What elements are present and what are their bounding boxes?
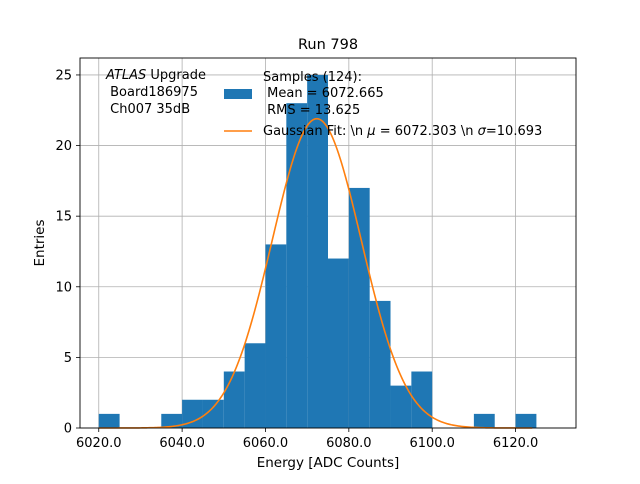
legend-samples-mean: Mean = 6072.665: [263, 86, 384, 101]
legend-fit-sigma-symbol: σ: [478, 124, 487, 139]
x-tick-label: 6120.0: [493, 436, 539, 451]
y-tick-label: 20: [55, 139, 72, 154]
atlas-annotation: ATLAS Upgrade Board186975 Ch007 35dB: [105, 68, 206, 117]
histogram-bar: [348, 187, 370, 428]
x-axis-ticks: 6020.0 6040.0 6060.0 6080.0 6100.0 6120.0: [76, 428, 538, 451]
annotation-line-1: ATLAS Upgrade: [105, 68, 206, 83]
histogram-bar: [223, 371, 245, 428]
chart-title: Run 798: [298, 37, 358, 53]
y-tick-label: 25: [55, 68, 72, 83]
annotation-board: Board186975: [106, 85, 198, 100]
histogram-bar: [182, 399, 203, 428]
histogram-bar: [286, 103, 308, 428]
histogram-bar: [390, 385, 412, 428]
histogram-bar: [369, 300, 391, 428]
histogram-bar: [244, 343, 266, 428]
legend-fit-prefix: Gaussian Fit: \n: [263, 124, 367, 139]
histogram-bar: [307, 74, 328, 428]
x-tick-label: 6060.0: [243, 436, 289, 451]
histogram-bar: [328, 258, 349, 428]
y-tick-label: 10: [55, 280, 72, 295]
legend: Samples (124): Mean = 6072.665 RMS = 13.…: [224, 70, 542, 139]
histogram-bar: [515, 413, 537, 428]
histogram-bar: [98, 413, 120, 428]
histogram-bar: [265, 244, 287, 428]
legend-samples-title: Samples (124):: [263, 70, 362, 85]
plot-frame: [79, 57, 577, 429]
gaussian-fit-curve: [98, 117, 533, 429]
annotation-atlas: ATLAS: [105, 68, 146, 83]
y-tick-label: 5: [64, 351, 72, 366]
x-tick-label: 6080.0: [326, 436, 372, 451]
legend-fit-suffix: =10.693: [486, 124, 542, 139]
histogram-bar: [473, 413, 495, 428]
annotation-upgrade: Upgrade: [146, 68, 206, 83]
x-tick-label: 6100.0: [409, 436, 455, 451]
y-axis-ticks: 0 5 10 15 20 25: [55, 68, 80, 437]
y-axis-label: Entries: [32, 219, 48, 266]
legend-fit-label: Gaussian Fit: \n μ = 6072.303 \n σ=10.69…: [263, 124, 542, 139]
y-tick-label: 15: [55, 210, 72, 225]
legend-samples-swatch: [224, 89, 252, 99]
annotation-channel: Ch007 35dB: [106, 102, 190, 117]
x-tick-label: 6020.0: [76, 436, 122, 451]
legend-fit-mu-symbol: μ: [366, 124, 375, 139]
y-tick-label: 0: [64, 422, 72, 437]
histogram-bars: [98, 74, 537, 428]
histogram-bar: [161, 413, 183, 428]
x-tick-label: 6040.0: [159, 436, 205, 451]
x-axis-label: Energy [ADC Counts]: [257, 455, 400, 471]
legend-samples-rms: RMS = 13.625: [263, 103, 360, 118]
legend-fit-mid: = 6072.303 \n: [376, 124, 478, 139]
histogram-bar: [202, 399, 224, 428]
